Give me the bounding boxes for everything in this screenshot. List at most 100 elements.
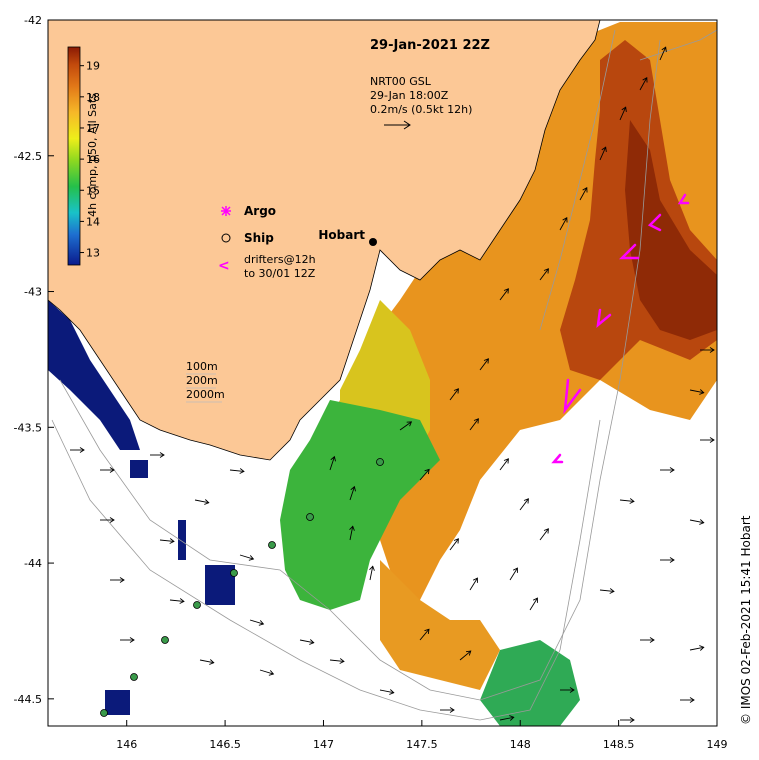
drifter-track bbox=[551, 453, 564, 464]
y-tick-label: -43.5 bbox=[14, 421, 42, 434]
sst-cold-patch bbox=[178, 520, 186, 560]
x-axis: 146 146.5 147 147.5 148 148.5 149 bbox=[116, 720, 728, 751]
current-vector bbox=[509, 567, 518, 581]
current-vector-head bbox=[119, 577, 125, 583]
current-vector bbox=[539, 268, 549, 281]
current-vector-head bbox=[689, 697, 695, 703]
current-vector bbox=[449, 538, 459, 551]
colorbar-tick-label: 15 bbox=[86, 184, 100, 197]
current-vector bbox=[159, 539, 174, 542]
current-vector bbox=[449, 388, 459, 401]
current-vector bbox=[379, 689, 394, 694]
current-vector bbox=[499, 458, 509, 471]
current-vector-head bbox=[424, 628, 430, 634]
drifter-symbol-icon: < bbox=[218, 258, 230, 274]
sst-green-region bbox=[280, 400, 440, 610]
isobath-label: 200m bbox=[186, 374, 218, 387]
current-vector-head bbox=[179, 598, 185, 604]
sst-cold-patch bbox=[130, 460, 148, 478]
current-vector bbox=[599, 589, 614, 592]
current-vector bbox=[399, 421, 412, 431]
legend-argo-label: Argo bbox=[244, 204, 276, 218]
ship-marker bbox=[230, 569, 238, 577]
colorbar-tick-label: 17 bbox=[86, 122, 100, 135]
current-vector-head bbox=[349, 525, 355, 531]
current-vector bbox=[499, 716, 514, 721]
current-vector bbox=[529, 597, 538, 611]
current-vector bbox=[229, 469, 244, 472]
ship-marker bbox=[376, 458, 384, 466]
drifter-track bbox=[563, 378, 582, 415]
drifter-tracks bbox=[551, 193, 690, 464]
current-vector bbox=[329, 456, 335, 471]
isobath-line bbox=[59, 39, 661, 701]
vector-info-line3: 0.2m/s (0.5kt 12h) bbox=[370, 103, 472, 116]
city-label: Hobart bbox=[318, 228, 365, 242]
current-vector-head bbox=[562, 217, 568, 223]
current-vector-head bbox=[509, 715, 515, 721]
current-vector bbox=[689, 646, 704, 651]
x-tick-label: 147 bbox=[313, 738, 334, 751]
current-vector-head bbox=[159, 452, 165, 458]
plot-frame bbox=[47, 19, 718, 727]
argo-symbol-icon bbox=[221, 206, 231, 216]
current-vector bbox=[419, 469, 430, 481]
current-vector bbox=[349, 526, 354, 541]
current-vector-head bbox=[330, 455, 336, 462]
current-vector bbox=[419, 628, 430, 641]
colorbar-tick-label: 16 bbox=[86, 153, 100, 166]
current-vector-head bbox=[629, 498, 635, 504]
ship-marker bbox=[161, 636, 169, 644]
current-vector bbox=[579, 187, 588, 201]
current-vector-head bbox=[532, 597, 538, 603]
ship-marker bbox=[130, 673, 138, 681]
vector-info-line2: 29-Jan 18:00Z bbox=[370, 89, 449, 102]
current-vector-head bbox=[569, 687, 575, 693]
current-vector-head bbox=[661, 46, 667, 52]
current-vector-head bbox=[239, 468, 245, 474]
vector-info-line1: NRT00 GSL bbox=[370, 75, 432, 88]
current-vector-head bbox=[709, 347, 715, 353]
isobath-line bbox=[639, 29, 717, 61]
coastline bbox=[48, 20, 601, 461]
credit-text: © IMOS 02-Feb-2021 15:41 Hobart bbox=[739, 515, 753, 725]
current-vector bbox=[599, 147, 607, 161]
current-vector-head bbox=[209, 659, 215, 665]
isobath-line bbox=[51, 419, 601, 721]
isobath-label: 2000m bbox=[186, 388, 225, 401]
legend-drifters-line1: drifters@12h bbox=[244, 253, 316, 266]
current-vector-head bbox=[109, 517, 115, 523]
current-vector bbox=[499, 288, 509, 301]
sst-orange-south bbox=[380, 560, 500, 690]
current-vector bbox=[619, 107, 627, 121]
current-vector-head bbox=[453, 388, 459, 394]
isobath-legend: 100m 200m 2000m bbox=[186, 360, 225, 403]
current-vector-head bbox=[449, 707, 455, 713]
current-vector-head bbox=[453, 538, 459, 544]
current-vector-head bbox=[503, 288, 509, 294]
legend-drifters-line2: to 30/01 12Z bbox=[244, 267, 316, 280]
current-vector-head bbox=[543, 528, 549, 534]
drifter-track bbox=[596, 308, 612, 329]
current-vector-head bbox=[483, 358, 489, 364]
hobart-marker bbox=[369, 238, 377, 246]
current-vector-head bbox=[248, 555, 255, 561]
x-tick-label: 148.5 bbox=[603, 738, 635, 751]
isobath-line bbox=[539, 29, 616, 331]
current-vector bbox=[469, 577, 478, 591]
ship-markers bbox=[100, 458, 384, 717]
legend-ship-label: Ship bbox=[244, 231, 274, 245]
current-vector bbox=[619, 499, 634, 502]
drifter-track bbox=[677, 193, 690, 205]
current-vector-head bbox=[79, 447, 85, 453]
current-vector bbox=[329, 659, 344, 662]
current-vector-head bbox=[350, 485, 356, 492]
ship-marker bbox=[306, 513, 314, 521]
x-tick-label: 147.5 bbox=[406, 738, 438, 751]
current-vector-head bbox=[204, 499, 210, 505]
x-tick-label: 146.5 bbox=[209, 738, 241, 751]
colorbar: 13 14 15 16 17 18 19 4h comp, p50, All Sats bbox=[67, 46, 100, 266]
current-vector-head bbox=[649, 637, 655, 643]
current-vector-head bbox=[389, 689, 395, 695]
